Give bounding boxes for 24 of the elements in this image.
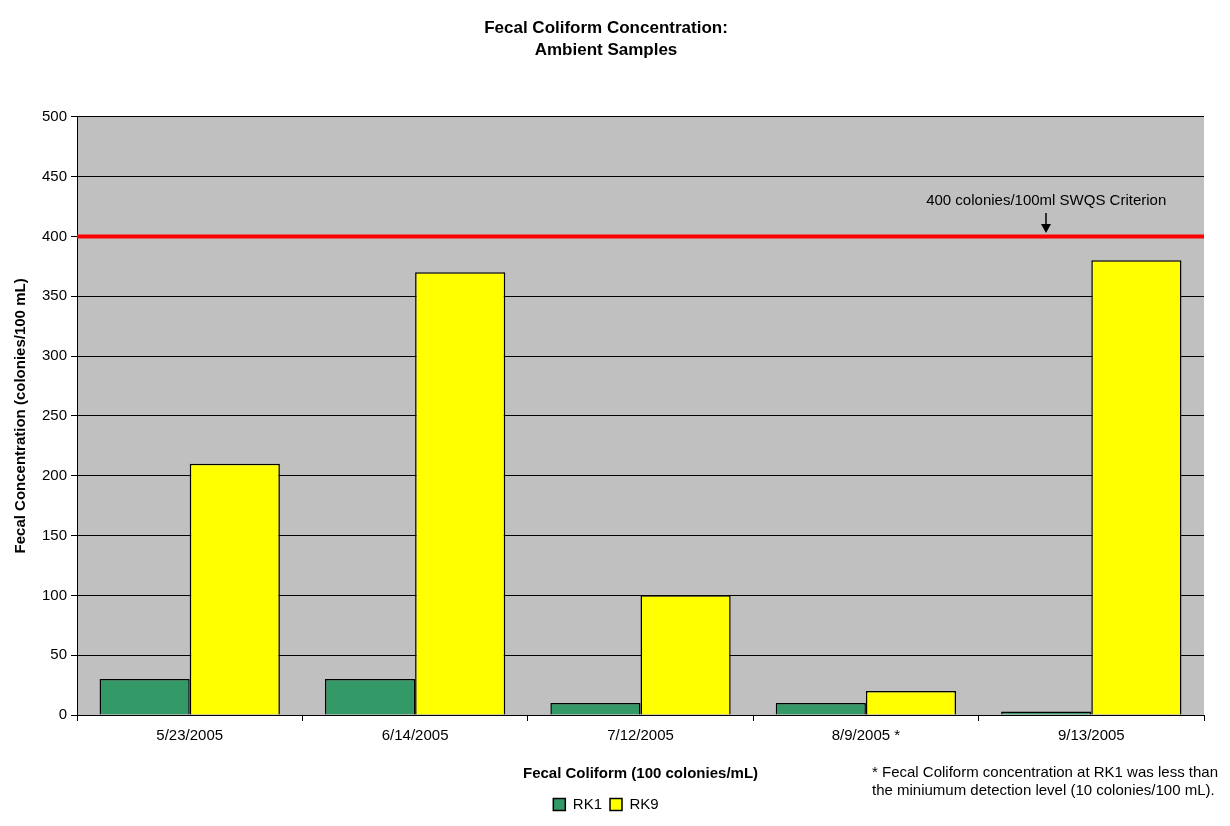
y-tick-label: 500 [42, 106, 68, 124]
x-tick-label: 8/9/2005 * [831, 726, 901, 744]
x-axis-title: Fecal Coliform (100 colonies/mL) [522, 764, 759, 782]
x-tick-label: 7/12/2005 [607, 726, 674, 744]
text: * Fecal Coliform concentration at RK1 was less than the miniumum detection level (10 colonies/100 mL). [872, 763, 1219, 799]
y-tick-label: 100 [42, 585, 68, 603]
y-tick-label: 450 [42, 166, 68, 184]
x-tick-label: 9/13/2005 [1057, 726, 1125, 744]
y-tick-label: 50 [50, 645, 68, 663]
ref-line-label: 400 colonies/100ml SWQS Criterion [926, 191, 1167, 209]
y-tick-label: 250 [42, 406, 68, 424]
legend-label: RK9 [629, 794, 659, 812]
chart-title: Fecal Coliform Concentration: [484, 17, 728, 37]
y-tick-label: 350 [42, 286, 68, 304]
y-tick-label: 400 [42, 226, 68, 244]
chart-subtitle: Ambient Samples [534, 40, 678, 60]
y-tick-label: 0 [58, 705, 68, 723]
y-tick-label: 150 [42, 525, 68, 543]
x-tick-label: 6/14/2005 [381, 726, 449, 744]
x-tick-label: 5/23/2005 [156, 726, 224, 744]
y-axis-title: Fecal Concentration (colonies/100 mL) [11, 278, 29, 554]
y-tick-label: 200 [42, 465, 68, 483]
legend-label: RK1 [572, 794, 603, 812]
y-tick-label: 300 [42, 346, 68, 364]
